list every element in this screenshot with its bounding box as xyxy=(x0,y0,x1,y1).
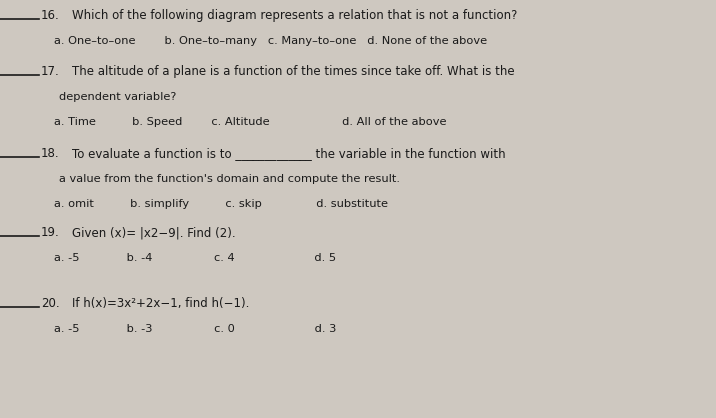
Text: a value from the function's domain and compute the result.: a value from the function's domain and c… xyxy=(59,174,400,184)
Text: Given (x)= |x2−9|. Find (2).: Given (x)= |x2−9|. Find (2). xyxy=(72,226,236,239)
Text: 16.: 16. xyxy=(41,9,59,22)
Text: a. omit          b. simplify          c. skip               d. substitute: a. omit b. simplify c. skip d. substitut… xyxy=(54,199,387,209)
Text: 19.: 19. xyxy=(41,226,59,239)
Text: If h(x)=3x²+2x−1, find h(−1).: If h(x)=3x²+2x−1, find h(−1). xyxy=(72,297,249,310)
Text: 20.: 20. xyxy=(41,297,59,310)
Text: To evaluate a function is to _____________ the variable in the function with: To evaluate a function is to ___________… xyxy=(72,147,505,160)
Text: a. -5             b. -3                 c. 0                      d. 3: a. -5 b. -3 c. 0 d. 3 xyxy=(54,324,336,334)
Text: The altitude of a plane is a function of the times since take off. What is the: The altitude of a plane is a function of… xyxy=(72,65,514,78)
Text: 18.: 18. xyxy=(41,147,59,160)
Text: a. -5             b. -4                 c. 4                      d. 5: a. -5 b. -4 c. 4 d. 5 xyxy=(54,253,336,263)
Text: dependent variable?: dependent variable? xyxy=(59,92,176,102)
Text: Which of the following diagram represents a relation that is not a function?: Which of the following diagram represent… xyxy=(72,9,517,22)
Text: a. One–to–one        b. One–to–many   c. Many–to–one   d. None of the above: a. One–to–one b. One–to–many c. Many–to–… xyxy=(54,36,487,46)
Text: a. Time          b. Speed        c. Altitude                    d. All of the ab: a. Time b. Speed c. Altitude d. All of t… xyxy=(54,117,446,127)
Text: 17.: 17. xyxy=(41,65,59,78)
